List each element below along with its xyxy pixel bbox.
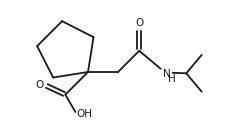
Text: OH: OH <box>76 109 92 119</box>
Text: H: H <box>167 74 175 84</box>
Text: O: O <box>134 18 143 28</box>
Text: N: N <box>162 69 170 79</box>
Text: O: O <box>35 80 43 90</box>
